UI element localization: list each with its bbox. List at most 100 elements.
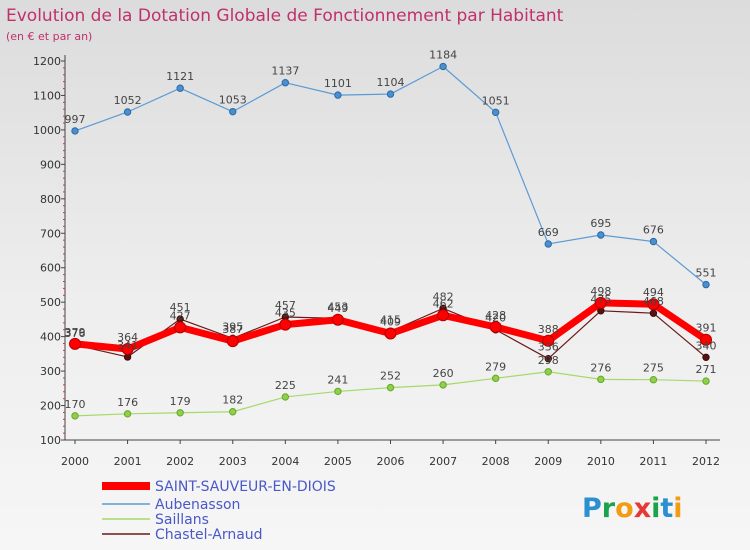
logo-letter: t [660, 493, 673, 524]
data-label-saint-sauveur-en-diois: 494 [643, 286, 664, 299]
data-point-saint-sauveur-en-diois [174, 321, 187, 334]
data-label-saint-sauveur-en-diois: 427 [170, 309, 191, 322]
data-label-saillans: 271 [696, 363, 717, 376]
data-point-saint-sauveur-en-diois [121, 343, 134, 356]
data-label-aubenasson: 695 [590, 217, 611, 230]
x-tick-label: 2001 [114, 455, 142, 468]
y-tick-label: 800 [40, 193, 61, 206]
data-label-saint-sauveur-en-diois: 391 [696, 322, 717, 335]
series-layer [69, 62, 712, 420]
data-point-saint-sauveur-en-diois [437, 309, 450, 322]
data-label-aubenasson: 551 [696, 267, 717, 280]
data-label-chastel-arnaud: 415 [380, 313, 401, 326]
data-label-saillans: 275 [643, 362, 664, 375]
data-label-saint-sauveur-en-diois: 379 [65, 326, 86, 339]
data-label-saillans: 279 [485, 360, 506, 373]
data-label-saillans: 176 [117, 396, 138, 409]
data-label-chastel-arnaud: 482 [433, 290, 454, 303]
y-tick-label: 900 [40, 158, 61, 171]
data-point-saillans [544, 368, 552, 376]
data-label-saint-sauveur-en-diois: 387 [222, 323, 243, 336]
x-tick-label: 2012 [692, 455, 720, 468]
data-label-saillans: 252 [380, 370, 401, 383]
data-point-saint-sauveur-en-diois [331, 313, 344, 326]
data-point-saillans [229, 408, 237, 416]
data-point-saillans [386, 383, 395, 392]
data-label-chastel-arnaud: 457 [275, 299, 296, 312]
data-point-saint-sauveur-en-diois [700, 333, 712, 346]
data-point-saint-sauveur-en-diois [69, 337, 81, 350]
logo-letter: P [582, 493, 602, 524]
data-point-saint-sauveur-en-diois [594, 296, 607, 309]
y-tick-label: 1100 [33, 89, 61, 102]
data-point-aubenasson [491, 108, 500, 117]
data-label-aubenasson: 1052 [114, 94, 142, 107]
data-point-aubenasson [123, 108, 132, 116]
data-label-aubenasson: 1101 [324, 77, 352, 90]
legend-label-aubenasson: Aubenasson [155, 497, 240, 513]
x-tick-label: 2011 [639, 455, 667, 468]
x-tick-label: 2007 [429, 455, 457, 468]
data-point-aubenasson [386, 90, 395, 98]
legend-label-chastel-arnaud: Chastel-Arnaud [155, 527, 263, 543]
x-tick-label: 2004 [271, 455, 299, 468]
data-label-aubenasson: 1121 [166, 70, 194, 83]
y-tick-label: 1200 [33, 55, 61, 68]
data-point-chastel-arnaud [702, 353, 710, 362]
data-point-aubenasson [281, 79, 290, 87]
logo-letter: r [602, 493, 616, 524]
data-point-aubenasson [649, 237, 658, 246]
data-label-saint-sauveur-en-diois: 449 [327, 302, 348, 315]
data-label-chastel-arnaud: 341 [117, 339, 138, 352]
axes: 100 200 300 400 500 600 700 800 900 1000 1100 1200 2… [33, 55, 720, 468]
data-point-saint-sauveur-en-diois [542, 334, 555, 347]
data-label-aubenasson: 676 [643, 224, 664, 237]
data-label-aubenasson: 997 [65, 113, 86, 126]
logo-letter: o [615, 493, 634, 524]
data-label-aubenasson: 1051 [482, 94, 510, 107]
logo-letter: i [651, 493, 660, 524]
data-point-saillans [281, 393, 290, 401]
legend: SAINT-SAUVEUR-EN-DIOIS AubenassonSaillans… [102, 479, 336, 543]
data-point-saint-sauveur-en-diois [647, 298, 660, 311]
data-point-aubenasson [71, 127, 79, 135]
data-label-saillans: 276 [590, 361, 611, 374]
legend-label-saint-sauveur-en-diois: SAINT-SAUVEUR-EN-DIOIS [155, 479, 336, 495]
data-label-saillans: 241 [327, 373, 348, 386]
x-tick-label: 2010 [587, 455, 615, 468]
data-point-saillans [597, 375, 605, 384]
proxiti-logo: Proxiti [582, 493, 683, 524]
y-tick-label: 500 [40, 296, 61, 309]
x-tick-label: 2000 [61, 455, 89, 468]
data-label-saillans: 298 [538, 354, 559, 367]
x-tick-label: 2009 [534, 455, 562, 468]
data-point-saint-sauveur-en-diois [489, 320, 502, 333]
data-point-saillans [123, 410, 132, 418]
data-point-aubenasson [334, 91, 342, 99]
y-tick-label: 100 [40, 434, 61, 447]
y-tick-label: 300 [40, 365, 61, 378]
x-tick-label: 2002 [166, 455, 194, 468]
data-label-chastel-arnaud: 376 [65, 327, 86, 340]
data-label-chastel-arnaud: 451 [170, 301, 191, 314]
y-tick-label: 1000 [33, 124, 61, 137]
data-label-chastel-arnaud: 336 [538, 341, 559, 354]
data-point-chastel-arnaud [649, 309, 658, 317]
data-label-aubenasson: 1184 [429, 49, 457, 62]
data-label-aubenasson: 1053 [219, 94, 247, 107]
data-point-saint-sauveur-en-diois [279, 318, 292, 331]
data-label-saillans: 179 [170, 395, 191, 408]
data-point-saillans [176, 409, 184, 417]
data-label-saillans: 170 [65, 398, 86, 411]
data-label-saint-sauveur-en-diois: 388 [538, 323, 559, 336]
x-tick-label: 2003 [219, 455, 247, 468]
data-label-saint-sauveur-en-diois: 409 [380, 316, 401, 329]
data-point-aubenasson [439, 62, 447, 71]
data-point-chastel-arnaud [544, 354, 552, 363]
y-tick-label: 400 [40, 331, 61, 344]
legend-label-saillans: Saillans [155, 512, 209, 528]
data-label-saint-sauveur-en-diois: 498 [590, 285, 611, 298]
data-label-saillans: 225 [275, 379, 296, 392]
data-label-aubenasson: 669 [538, 226, 559, 239]
data-label-chastel-arnaud: 475 [590, 293, 611, 306]
